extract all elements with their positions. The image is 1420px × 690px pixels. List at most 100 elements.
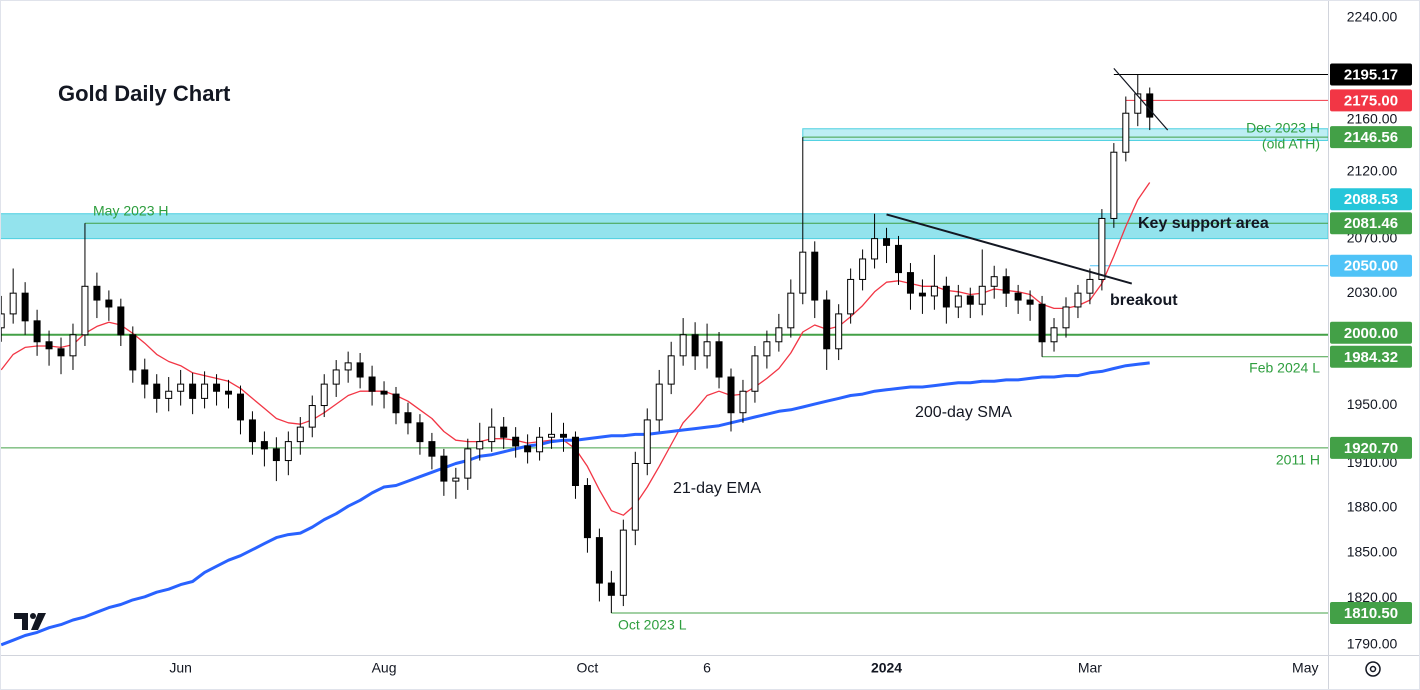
level-note: Dec 2023 H	[1246, 120, 1320, 136]
candle-body	[548, 433, 556, 438]
candle-body	[679, 334, 687, 357]
candle-body	[69, 334, 77, 357]
price-tag	[1330, 602, 1412, 625]
x-axis-panel	[0, 656, 1420, 690]
candle-body	[643, 419, 651, 464]
candle-body	[631, 462, 639, 531]
candle-body	[763, 341, 771, 357]
price-tag	[1330, 89, 1412, 112]
settings-icon[interactable]	[1365, 661, 1381, 677]
candle-body	[380, 390, 388, 395]
y-tick-label: 2160.00	[1347, 110, 1398, 126]
candle-body	[775, 327, 783, 343]
zone	[0, 213, 1329, 240]
candle-body	[296, 426, 304, 443]
y-tick-label: 2030.00	[1347, 284, 1398, 300]
candle-body	[1110, 151, 1118, 219]
price-tag-label: 2000.00	[1344, 325, 1398, 342]
candle-body	[0, 313, 5, 329]
candle-body	[883, 238, 891, 246]
level-note: Oct 2023 L	[618, 617, 687, 633]
candle-body	[1074, 292, 1082, 308]
logo	[14, 613, 46, 630]
price-tag	[1330, 188, 1412, 211]
settings-icon[interactable]	[1369, 665, 1377, 673]
candle-body	[21, 292, 29, 322]
candle-body	[392, 393, 400, 414]
price-tag-label: 2088.53	[1344, 191, 1398, 208]
series-label: 21-day EMA	[673, 480, 761, 497]
level-note: May 2023 H	[93, 203, 168, 219]
candle-body	[512, 436, 520, 447]
price-tag	[1330, 126, 1412, 149]
candle-body	[930, 285, 938, 297]
y-tick-label: 1880.00	[1347, 498, 1398, 514]
candle-body	[1146, 93, 1154, 118]
candle-body	[739, 390, 747, 414]
candle-body	[966, 295, 974, 305]
candle-body	[129, 334, 137, 371]
candle-body	[488, 426, 496, 443]
price-tag	[1330, 321, 1412, 344]
candle-body	[787, 292, 795, 329]
candle-body	[1014, 292, 1022, 301]
candle-body	[308, 405, 316, 428]
candle-body	[332, 369, 340, 385]
x-tick-label: 2024	[871, 660, 902, 676]
price-tag	[1330, 254, 1412, 277]
candle-body	[906, 272, 914, 294]
candle-body	[1122, 112, 1130, 153]
price-tag-label: 2081.46	[1344, 215, 1398, 232]
candle-body	[990, 276, 998, 287]
x-tick-label: Aug	[372, 660, 397, 676]
candle-body	[1134, 93, 1142, 114]
price-tag-label: 2050.00	[1344, 258, 1398, 275]
candle-body	[1026, 299, 1034, 305]
candle-body	[847, 278, 855, 315]
price-tag-label: 1984.32	[1344, 349, 1398, 366]
settings-button[interactable]	[1365, 661, 1381, 677]
candle-body	[524, 445, 532, 453]
candle-body	[189, 383, 197, 399]
candle-body	[571, 436, 579, 487]
candle-body	[177, 383, 185, 392]
candle-body	[404, 412, 412, 424]
candle-body	[871, 238, 879, 260]
x-tick-label: Mar	[1078, 660, 1102, 676]
trendline	[1113, 68, 1169, 131]
candle-body	[811, 251, 819, 301]
candle-body	[153, 383, 161, 399]
candle-body	[583, 485, 591, 539]
candle-body	[655, 383, 663, 421]
candle-body	[260, 441, 268, 450]
price-tag	[1330, 63, 1412, 86]
candle-body	[464, 448, 472, 479]
candle-body	[823, 299, 831, 350]
candle-body	[105, 299, 113, 308]
candle-body	[536, 436, 544, 453]
candle-body	[1098, 217, 1106, 280]
candle-body	[715, 341, 723, 378]
candle-body	[942, 285, 950, 308]
price-tag	[1330, 436, 1412, 459]
level-note: 2011 H	[1276, 452, 1320, 468]
candle-body	[165, 390, 173, 399]
candle-body	[416, 422, 424, 443]
candle-body	[1086, 278, 1094, 294]
y-tick-label: 2240.00	[1347, 9, 1398, 25]
y-tick-label: 1790.00	[1347, 636, 1398, 652]
price-tag	[1330, 212, 1412, 235]
y-axis-panel	[1329, 0, 1420, 690]
candle-body	[1062, 306, 1070, 329]
candle-body	[667, 355, 675, 385]
candle-body	[236, 393, 244, 421]
price-tag-label: 2175.00	[1344, 92, 1398, 109]
x-tick-label: Oct	[577, 660, 599, 676]
candle-body	[619, 529, 627, 596]
candle-body	[1038, 303, 1046, 343]
candle-body	[751, 355, 759, 392]
candle-body	[320, 383, 328, 407]
trendline-label: breakout	[1110, 292, 1178, 309]
